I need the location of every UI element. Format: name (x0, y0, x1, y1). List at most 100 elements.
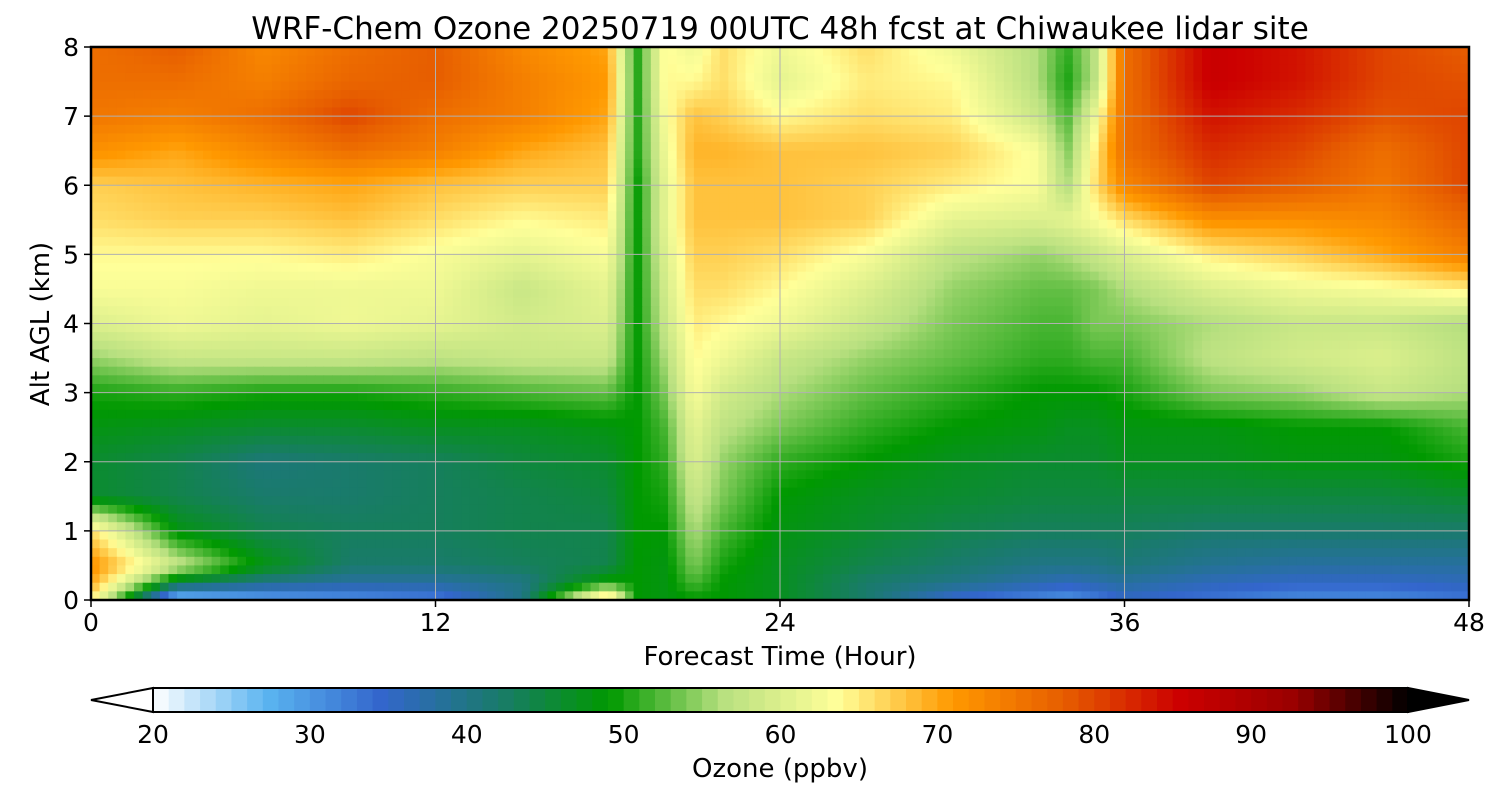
field-cell (469, 211, 480, 221)
field-cell (306, 81, 316, 91)
field-cell (995, 150, 1005, 160)
field-cell (1339, 167, 1350, 178)
field-cell (1391, 55, 1401, 65)
field-cell (297, 176, 307, 186)
field-cell (1133, 64, 1143, 74)
field-cell (202, 72, 213, 83)
field-cell (736, 280, 747, 290)
field-cell (116, 55, 127, 65)
field-cell (642, 55, 652, 65)
field-cell (650, 142, 661, 152)
field-cell (478, 193, 488, 204)
field-cell (401, 271, 411, 281)
field-cell (1391, 133, 1401, 143)
field-cell (676, 72, 686, 83)
field-cell (659, 98, 669, 109)
field-cell (762, 306, 772, 316)
field-cell (409, 116, 419, 126)
field-cell (573, 159, 583, 169)
field-cell (952, 90, 962, 100)
field-cell (1270, 167, 1281, 178)
field-cell (246, 124, 256, 135)
field-cell (1305, 306, 1315, 316)
field-cell (495, 176, 505, 186)
field-cell (99, 288, 109, 299)
field-cell (530, 133, 540, 143)
field-cell (771, 185, 781, 195)
field-cell (478, 237, 488, 247)
field-cell (943, 107, 953, 117)
field-cell (1124, 202, 1134, 212)
field-cell (1098, 228, 1108, 238)
field-cell (1029, 176, 1039, 186)
field-cell (1133, 150, 1143, 160)
field-cell (728, 81, 738, 91)
field-cell (935, 280, 945, 290)
field-cell (1167, 47, 1177, 57)
field-cell (1451, 219, 1461, 230)
field-cell (1055, 167, 1065, 178)
field-cell (564, 159, 574, 169)
field-cell (823, 98, 833, 109)
field-cell (1003, 142, 1014, 152)
field-cell (530, 176, 540, 186)
field-cell (762, 202, 772, 212)
field-cell (797, 245, 807, 255)
field-cell (1081, 167, 1091, 178)
field-cell (754, 47, 764, 57)
field-cell (659, 167, 669, 178)
field-cell (521, 124, 531, 135)
field-cell (702, 297, 712, 307)
field-cell (461, 133, 471, 143)
field-cell (1115, 81, 1126, 91)
field-cell (1133, 167, 1143, 178)
field-cell (728, 193, 738, 204)
field-cell (823, 72, 833, 83)
field-cell (1305, 167, 1315, 178)
field-cell (616, 142, 626, 152)
field-cell (314, 185, 325, 195)
field-cell (788, 107, 798, 117)
field-cell (917, 271, 928, 281)
field-cell (401, 64, 411, 74)
field-cell (375, 159, 385, 169)
field-cell (1184, 280, 1194, 290)
field-cell (1391, 193, 1401, 204)
field-cell (823, 245, 833, 255)
field-cell (1288, 116, 1298, 126)
field-cell (719, 263, 729, 273)
field-cell (1081, 254, 1091, 264)
field-cell (271, 202, 282, 212)
field-cell (426, 306, 437, 316)
field-cell (280, 202, 290, 212)
field-cell (1425, 297, 1436, 307)
field-cell (607, 228, 617, 238)
field-cell (711, 90, 721, 100)
field-cell (202, 150, 213, 160)
field-cell (1141, 297, 1151, 307)
field-cell (805, 306, 816, 316)
field-cell (314, 133, 325, 143)
field-cell (1236, 55, 1246, 65)
field-cell (392, 228, 402, 238)
field-cell (1460, 254, 1470, 264)
field-cell (237, 288, 247, 299)
field-cell (1210, 116, 1220, 126)
field-cell (883, 193, 893, 204)
field-cell (685, 107, 695, 117)
field-cell (418, 237, 428, 247)
field-cell (1417, 306, 1427, 316)
field-cell (590, 263, 600, 273)
field-cell (659, 150, 669, 160)
field-cell (1296, 202, 1306, 212)
field-cell (323, 228, 333, 238)
field-cell (142, 176, 152, 186)
field-cell (1133, 193, 1143, 204)
field-cell (185, 124, 195, 135)
field-cell (1029, 306, 1039, 316)
field-cell (530, 142, 540, 152)
field-cell (1374, 72, 1384, 83)
field-cell (1313, 306, 1324, 316)
field-cell (805, 116, 816, 126)
field-cell (900, 116, 910, 126)
